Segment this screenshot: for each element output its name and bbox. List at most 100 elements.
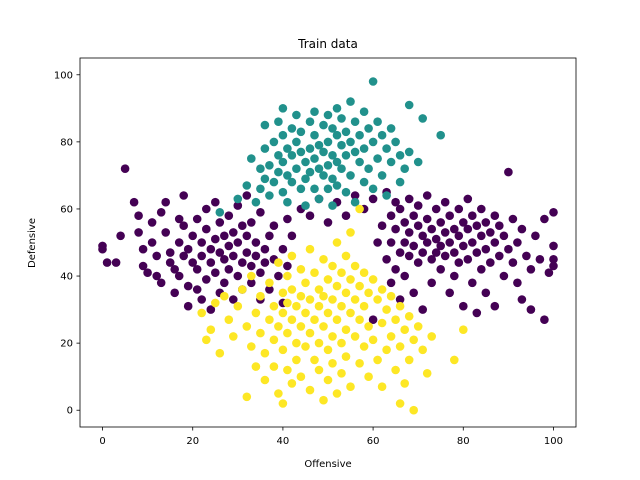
data-point-series0-164 (472, 308, 482, 318)
data-point-series1-5 (256, 164, 265, 173)
data-point-series0-39 (197, 251, 206, 261)
data-point-series2-92 (355, 315, 364, 325)
data-point-series2-10 (242, 322, 252, 331)
data-point-series2-118 (404, 312, 414, 321)
data-point-series0-47 (211, 197, 220, 207)
data-point-series2-98 (364, 322, 373, 331)
data-point-series0-106 (386, 238, 396, 247)
data-point-series0-101 (373, 238, 382, 247)
data-point-series1-24 (287, 124, 297, 133)
data-point-series0-12 (147, 218, 157, 227)
data-point-series1-88 (382, 191, 391, 200)
data-point-series0-160 (468, 238, 477, 247)
data-point-series2-1 (202, 335, 211, 345)
data-point-series1-94 (400, 164, 410, 173)
data-point-series1-17 (278, 130, 288, 140)
data-point-series0-43 (202, 275, 211, 284)
data-point-series0-169 (481, 244, 491, 254)
data-point-series2-22 (269, 301, 279, 311)
data-point-series0-77 (256, 268, 265, 278)
data-point-series2-93 (355, 359, 364, 368)
data-point-series0-6 (129, 197, 139, 207)
data-point-series1-26 (287, 177, 297, 187)
data-point-series2-38 (287, 315, 297, 325)
data-point-series2-14 (251, 308, 261, 318)
data-point-series1-36 (305, 117, 315, 126)
data-point-series0-197 (549, 261, 558, 271)
data-point-series1-80 (368, 77, 378, 86)
data-point-series1-7 (260, 144, 270, 153)
data-point-series2-117 (400, 379, 410, 388)
data-point-series0-50 (215, 218, 225, 227)
data-point-series2-19 (260, 375, 270, 385)
data-point-series2-36 (287, 251, 297, 261)
data-point-series2-17 (256, 328, 265, 338)
ticks-layer: 0 20 40 60 80 100 0 20 40 60 80 100 (54, 70, 563, 447)
data-point-series0-116 (400, 271, 410, 281)
data-point-series0-26 (174, 271, 184, 281)
data-point-series0-118 (404, 228, 414, 237)
data-point-series2-78 (337, 301, 346, 311)
data-point-series1-75 (359, 107, 369, 116)
data-point-series0-92 (305, 211, 315, 220)
data-point-series0-130 (422, 214, 432, 224)
x-tick-label: 40 (277, 436, 290, 447)
data-point-series0-37 (192, 285, 202, 294)
data-point-series1-38 (305, 167, 315, 177)
data-point-series0-156 (463, 194, 473, 204)
data-point-series1-29 (292, 164, 301, 173)
data-point-series0-159 (468, 211, 477, 220)
data-point-series1-51 (323, 161, 333, 170)
data-point-series0-140 (436, 265, 446, 274)
data-point-series0-85 (274, 271, 283, 281)
data-point-series2-128 (355, 204, 364, 214)
data-point-series0-136 (431, 234, 441, 244)
data-point-series1-2 (242, 181, 252, 190)
data-point-series0-186 (517, 224, 527, 234)
data-point-series0-149 (450, 271, 459, 281)
data-point-series0-100 (368, 315, 378, 325)
data-point-series0-59 (229, 228, 238, 237)
data-point-series2-63 (319, 322, 328, 331)
data-point-series0-17 (156, 278, 166, 288)
data-point-series2-8 (233, 301, 243, 311)
data-point-series2-56 (310, 355, 319, 365)
data-point-series0-16 (156, 208, 166, 217)
data-point-series0-8 (134, 228, 143, 237)
data-point-series1-58 (332, 130, 342, 140)
points-layer (98, 77, 558, 415)
data-point-series1-67 (346, 97, 355, 106)
data-point-series2-46 (296, 372, 306, 382)
data-point-series0-129 (422, 191, 432, 200)
data-point-series2-82 (341, 288, 351, 298)
data-point-series2-59 (314, 338, 324, 348)
data-point-series1-69 (346, 171, 355, 180)
data-point-series1-81 (368, 137, 378, 147)
data-point-series2-107 (382, 305, 391, 314)
data-point-series0-24 (174, 214, 184, 224)
data-point-series2-16 (256, 291, 265, 301)
data-point-series2-88 (350, 261, 360, 271)
data-point-series2-95 (359, 301, 369, 311)
data-point-series2-111 (391, 315, 400, 325)
data-point-series1-68 (346, 137, 355, 147)
data-point-series0-62 (233, 201, 243, 210)
data-point-series0-99 (368, 194, 378, 204)
data-point-series0-40 (197, 295, 206, 304)
data-point-series2-64 (319, 395, 328, 405)
data-point-series0-111 (395, 204, 405, 214)
data-point-series2-40 (292, 301, 301, 311)
data-point-series1-16 (274, 117, 283, 126)
data-point-series0-32 (183, 244, 193, 254)
data-point-series0-68 (242, 231, 252, 241)
x-tick-label: 0 (99, 436, 105, 447)
data-point-series0-10 (138, 261, 148, 271)
data-point-series2-79 (337, 338, 346, 348)
data-point-series2-53 (305, 385, 315, 395)
data-point-series0-29 (179, 251, 188, 261)
data-point-series0-144 (445, 211, 455, 220)
data-point-series2-127 (459, 325, 468, 335)
data-point-series2-15 (251, 362, 261, 371)
x-tick-label: 100 (544, 436, 563, 447)
data-point-series1-71 (350, 147, 360, 157)
